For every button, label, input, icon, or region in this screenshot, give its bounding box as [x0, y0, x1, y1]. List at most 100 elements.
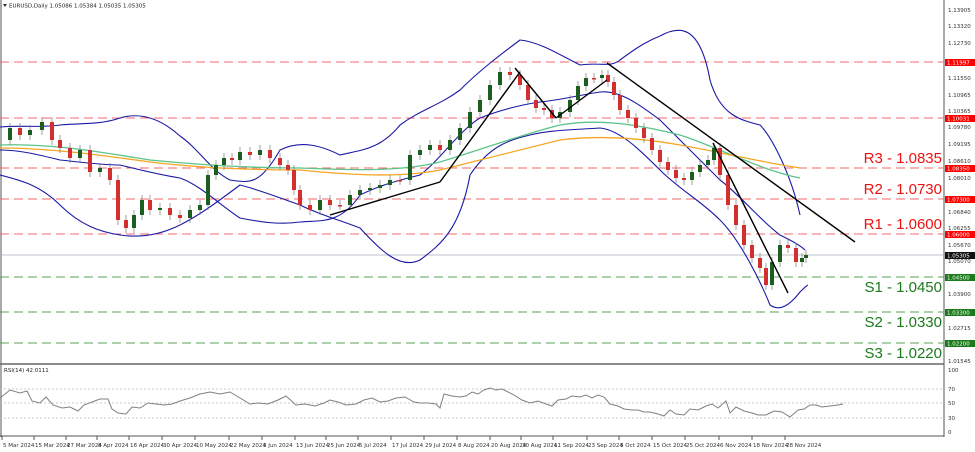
bear-candle: [618, 95, 622, 110]
svg-text:1.02200: 1.02200: [947, 342, 970, 348]
bear-candle: [398, 180, 402, 182]
bear-candle: [650, 138, 654, 150]
bull-candle: [238, 152, 242, 160]
svg-text:1.01545: 1.01545: [948, 359, 971, 365]
date-tick-label: 5 Jul 2024: [359, 443, 387, 449]
svg-text:1.06255: 1.06255: [948, 226, 971, 232]
bull-candle: [98, 168, 102, 172]
date-tick-label: 6 Nov 2024: [720, 443, 752, 449]
svg-text:1.13320: 1.13320: [948, 24, 971, 30]
svg-text:100: 100: [948, 368, 959, 374]
bull-candle: [770, 262, 774, 285]
bear-candle: [742, 225, 746, 245]
svg-text:1.13905: 1.13905: [948, 8, 971, 14]
bull-candle: [368, 188, 372, 190]
svg-text:1.06000: 1.06000: [947, 233, 970, 239]
date-tick-label: 3 Oct 2024: [620, 443, 651, 449]
bull-candle: [222, 158, 226, 165]
current-price-tag: 1.05305: [947, 254, 970, 260]
chart-header: EURUSD,Daily 1.05086 1.05384 1.05035 1.0…: [3, 4, 146, 10]
svg-text:1.03900: 1.03900: [948, 292, 971, 298]
date-tick-label: 29 Jul 2024: [425, 443, 457, 449]
date-tick-label: 28 Nov 2024: [786, 443, 822, 449]
bull-candle: [458, 128, 462, 140]
date-tick-label: 27 Mar 2024: [67, 443, 102, 449]
r2-label: R2 - 1.0730: [864, 181, 942, 198]
bull-candle: [8, 128, 12, 140]
moving-average-green: [0, 121, 801, 179]
bear-candle: [148, 200, 152, 210]
moving-average-orange: [0, 136, 801, 176]
bollinger-upper: [0, 29, 801, 216]
bull-candle: [28, 130, 32, 135]
bull-candle: [214, 165, 218, 175]
date-tick-label: 15 Oct 2024: [653, 443, 688, 449]
support-resistance-lines: [0, 61, 944, 344]
bear-candle: [286, 165, 290, 170]
bull-candle: [478, 100, 482, 112]
level-labels: R3 - 1.0835 R2 - 1.0730 R1 - 1.0600 S1 -…: [864, 150, 942, 362]
bull-candle: [804, 255, 808, 258]
bull-candle: [198, 205, 202, 210]
svg-text:1.09195: 1.09195: [948, 142, 971, 148]
date-tick-label: 3 Jun 2024: [263, 443, 293, 449]
bear-candle: [438, 145, 442, 150]
date-tick-label: 22 May 2024: [230, 443, 266, 449]
bollinger-lower: [0, 127, 809, 309]
bear-candle: [58, 140, 62, 148]
date-tick-label: 18 Apr 2024: [130, 443, 165, 449]
bear-candle: [526, 85, 530, 100]
bull-candle: [132, 215, 136, 228]
bear-candle: [674, 170, 678, 178]
svg-text:1.04500: 1.04500: [947, 276, 970, 282]
svg-text:0: 0: [948, 430, 952, 436]
bear-candle: [68, 148, 72, 158]
bull-candle: [158, 208, 162, 210]
s1-label: S1 - 1.0450: [864, 279, 942, 296]
bear-candle: [642, 128, 646, 138]
bull-candle: [576, 86, 580, 100]
date-tick-label: 17 Jul 2024: [392, 443, 424, 449]
bear-candle: [278, 158, 282, 165]
dropdown-triangle-icon[interactable]: [3, 4, 7, 7]
bear-candle: [338, 205, 342, 207]
bear-candle: [606, 75, 610, 82]
bull-candle: [140, 200, 144, 215]
bear-candle: [308, 205, 312, 210]
svg-text:1.06840: 1.06840: [948, 210, 971, 216]
bear-candle: [268, 150, 272, 158]
trendlines: [329, 62, 856, 294]
bear-candle: [658, 150, 662, 162]
svg-text:1.11997: 1.11997: [947, 61, 970, 67]
bear-candle: [230, 158, 234, 160]
bear-candle: [758, 258, 762, 268]
date-tick-label: 5 Mar 2024: [3, 443, 35, 449]
date-tick-label: 13 Jun 2024: [296, 443, 330, 449]
bull-candle: [428, 145, 432, 150]
bear-candle: [592, 78, 596, 80]
bear-candle: [18, 128, 22, 135]
svg-text:1.08010: 1.08010: [948, 176, 971, 182]
bear-candle: [794, 248, 798, 262]
bull-candle: [78, 150, 82, 158]
bull-candle: [698, 165, 702, 172]
bull-candle: [448, 140, 452, 150]
s2-label: S2 - 1.0330: [864, 314, 942, 331]
r1-label: R1 - 1.0600: [864, 216, 942, 233]
date-tick-label: 30 Apr 2024: [163, 443, 198, 449]
bear-candle: [786, 245, 790, 248]
svg-text:1.12730: 1.12730: [948, 41, 971, 47]
bear-candle: [178, 215, 182, 218]
r3-label: R3 - 1.0835: [864, 150, 942, 167]
bollinger-middle: [0, 91, 806, 251]
bear-candle: [292, 170, 296, 190]
date-tick-label: 25 Jun 2024: [327, 443, 361, 449]
svg-text:30: 30: [948, 416, 955, 422]
date-tick-label: 10 May 2024: [196, 443, 232, 449]
bear-candle: [298, 190, 302, 205]
date-tick-label: 8 Apr 2024: [98, 443, 129, 449]
rsi-panel: RSI(14) 42.0111 100 70 50 30 0: [0, 368, 959, 436]
s3-label: S3 - 1.0220: [864, 345, 942, 362]
bull-candle: [712, 148, 716, 160]
